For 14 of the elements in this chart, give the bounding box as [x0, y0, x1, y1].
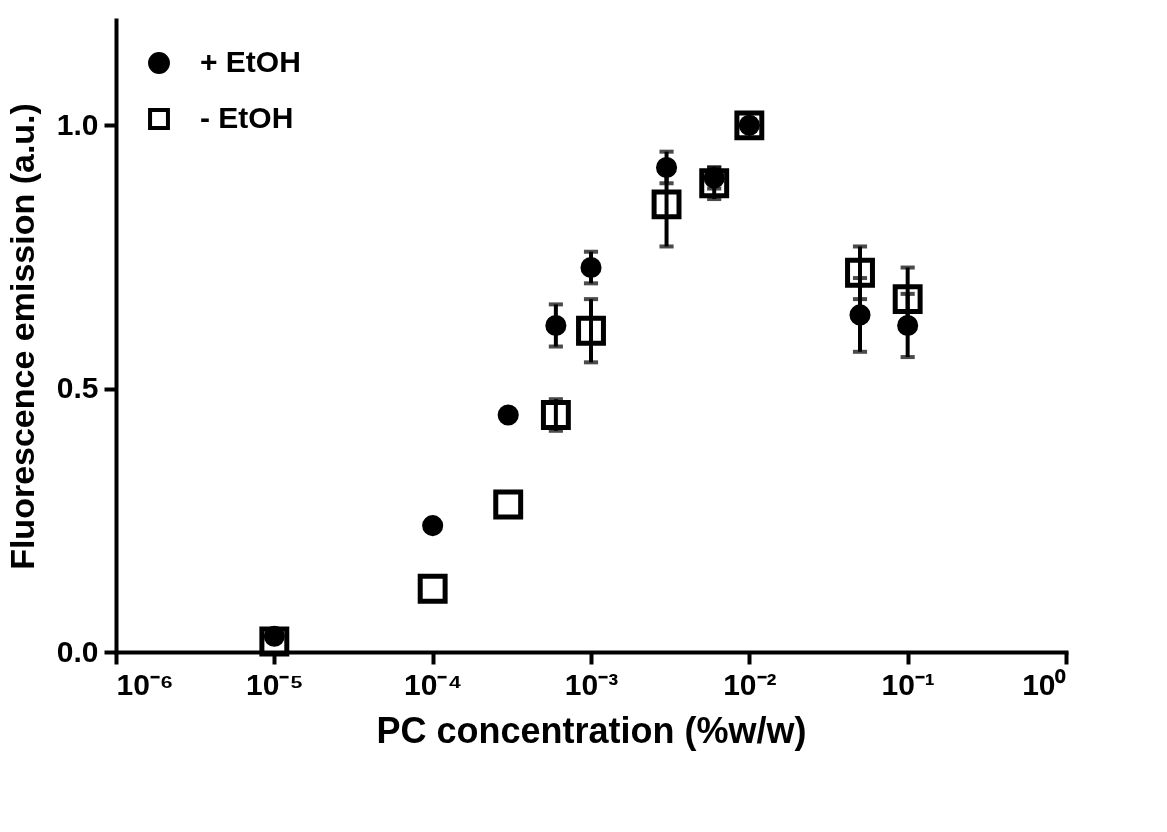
y-tick-label: 1.0: [56, 107, 99, 141]
legend-label: - EtOH: [200, 101, 294, 134]
x-tick-label: 10⁻¹: [881, 667, 935, 701]
x-tick-label: 10⁻⁴: [404, 667, 463, 701]
x-tick-label: 10⁰: [1022, 667, 1067, 701]
y-tick-label: 0.5: [56, 371, 99, 405]
x-axis-title: PC concentration (%w/w): [376, 709, 807, 751]
x-tick-label: 10⁻⁶: [116, 667, 174, 701]
legend-label: + EtOH: [200, 45, 301, 78]
y-tick-label: 0.0: [56, 634, 99, 668]
x-tick-label: 10⁻⁵: [246, 667, 304, 701]
y-axis-title: Fluorescence emission (a.u.): [2, 103, 41, 570]
x-tick-label: 10⁻²: [723, 667, 777, 701]
x-tick-label: 10⁻³: [564, 667, 619, 701]
